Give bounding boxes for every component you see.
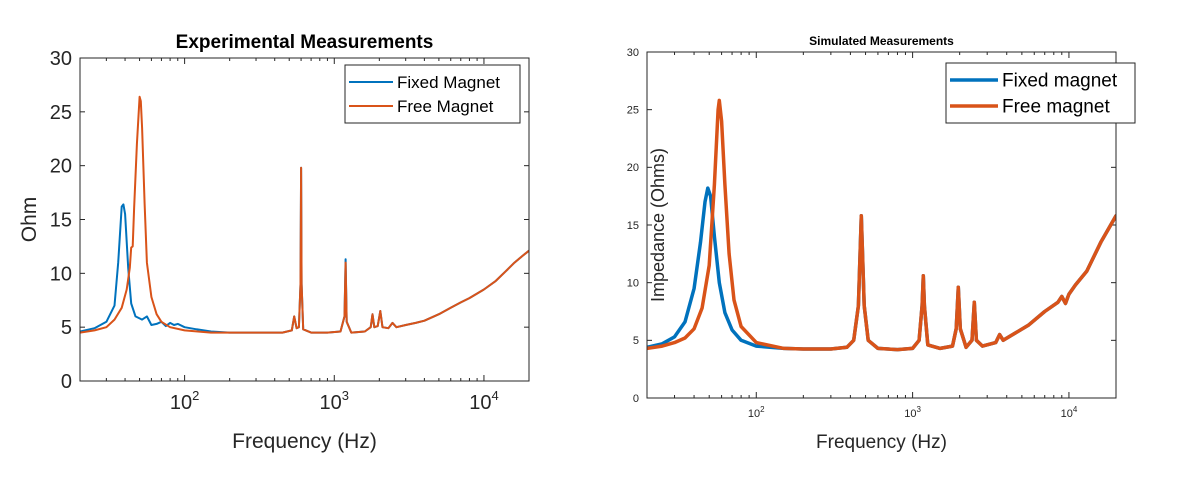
legend-box bbox=[344, 64, 521, 124]
grid-and-ticks: 0 5 10 15 20 25 30 102 103 104 bbox=[50, 48, 530, 414]
x-axis-label: Frequency (Hz) bbox=[232, 430, 377, 453]
y-tick-label: 25 bbox=[50, 102, 72, 124]
x-tick-label: 102 bbox=[170, 388, 199, 414]
legend-label-fixed-magnet: Fixed magnet bbox=[1002, 71, 1118, 92]
y-tick-label: 5 bbox=[633, 335, 639, 347]
x-axis-label: Frequency (Hz) bbox=[816, 432, 947, 453]
y-tick-label: 20 bbox=[50, 156, 72, 178]
chart-title: Simulated Measurements bbox=[809, 34, 954, 48]
legend: Fixed Magnet Free Magnet bbox=[344, 64, 521, 124]
chart-experimental: Experimental Measurements Frequency (Hz)… bbox=[18, 32, 530, 453]
series-line-free-magnet bbox=[647, 98, 1116, 352]
y-tick-label: 10 bbox=[50, 263, 72, 285]
y-tick-label: 0 bbox=[633, 393, 639, 405]
x-tick-label: 103 bbox=[320, 388, 349, 414]
legend-label-free-magnet: Free magnet bbox=[1002, 97, 1110, 118]
series-line-free-magnet bbox=[80, 95, 529, 334]
y-tick-label: 30 bbox=[50, 48, 72, 70]
legend-box bbox=[945, 62, 1136, 124]
y-tick-label: 5 bbox=[61, 317, 72, 339]
y-tick-label: 15 bbox=[627, 220, 639, 232]
axes-box bbox=[646, 51, 1117, 399]
plot-area bbox=[80, 95, 529, 334]
x-tick-label: 102 bbox=[748, 405, 765, 420]
x-tick-label: 103 bbox=[904, 405, 921, 420]
legend-label-free-magnet: Free Magnet bbox=[397, 97, 494, 116]
x-tick-label: 104 bbox=[1061, 405, 1078, 420]
x-tick-label: 104 bbox=[469, 388, 498, 414]
y-tick-label: 30 bbox=[627, 47, 639, 59]
chart-title: Experimental Measurements bbox=[176, 32, 434, 53]
y-axis-label: Ohm bbox=[18, 197, 41, 243]
legend-label-fixed-magnet: Fixed Magnet bbox=[397, 73, 500, 92]
grid-and-ticks: 0 5 10 15 20 25 30 102 103 104 bbox=[627, 47, 1117, 420]
y-tick-label: 20 bbox=[627, 162, 639, 174]
y-tick-label: 15 bbox=[50, 210, 72, 232]
axes-box bbox=[79, 57, 530, 382]
plot-area bbox=[647, 98, 1116, 352]
legend: Fixed magnet Free magnet bbox=[945, 62, 1136, 124]
y-tick-label: 10 bbox=[627, 278, 639, 290]
y-axis-label: Impedance (Ohms) bbox=[648, 148, 668, 302]
y-tick-label: 0 bbox=[61, 371, 72, 393]
chart-simulated: Simulated Measurements Frequency (Hz) Im… bbox=[627, 34, 1136, 453]
y-tick-label: 25 bbox=[627, 105, 639, 117]
